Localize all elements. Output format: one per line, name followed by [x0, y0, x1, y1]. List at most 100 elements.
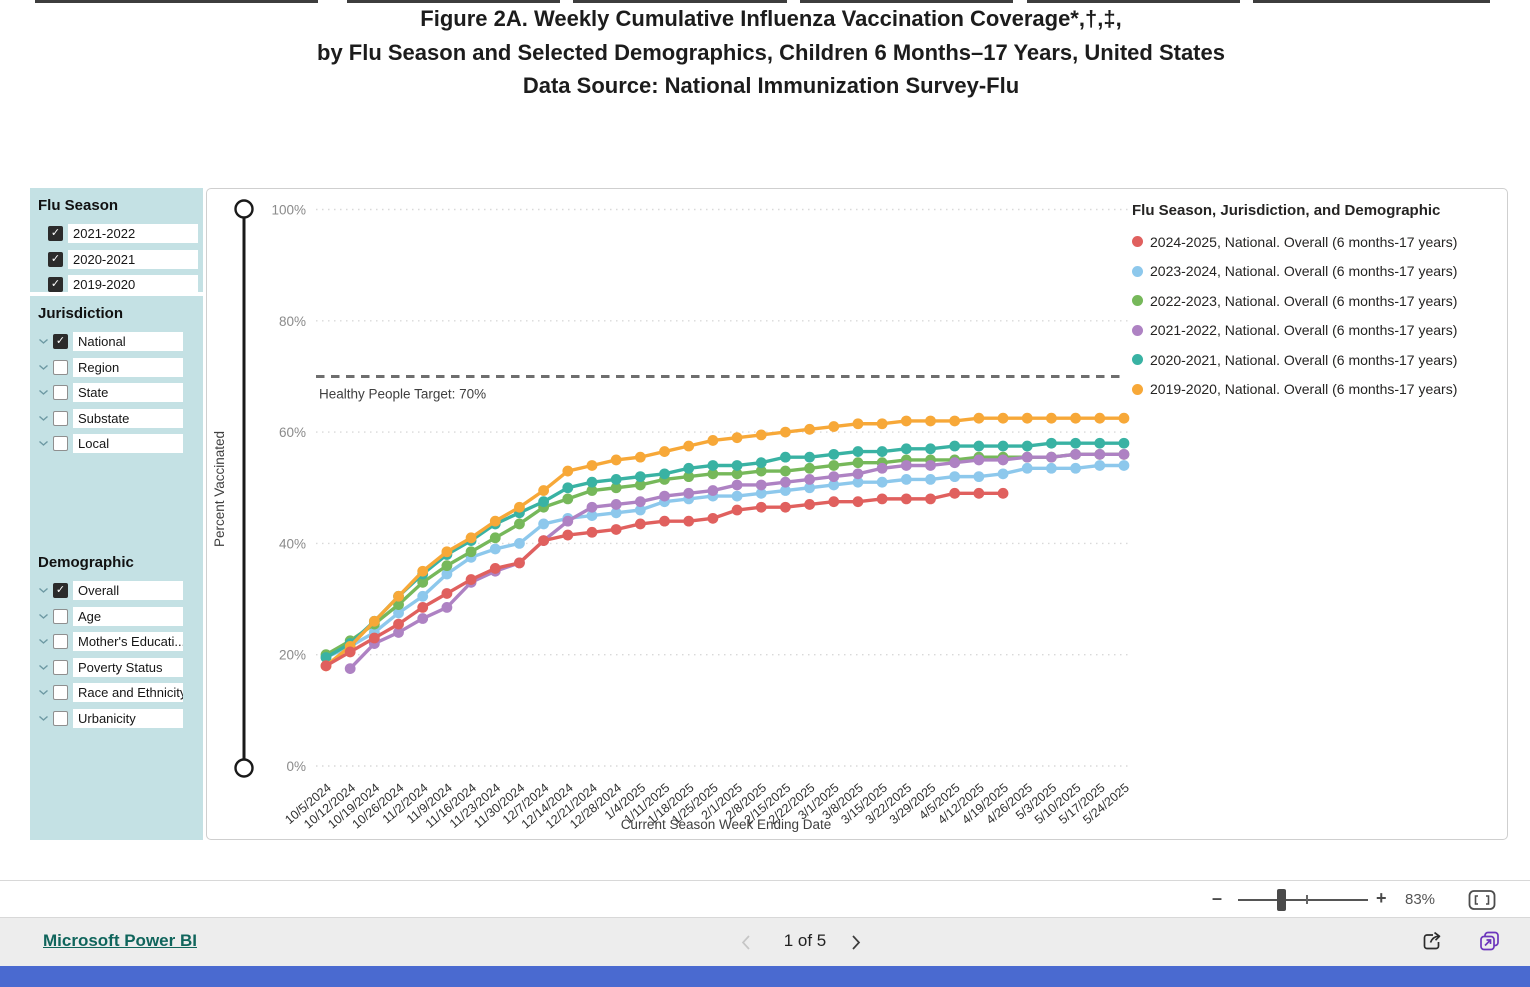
data-point[interactable]	[610, 524, 622, 535]
data-point[interactable]	[828, 421, 840, 432]
legend-item-2022-2023[interactable]: 2022-2023, National. Overall (6 months-1…	[1132, 286, 1507, 316]
chevron-down-icon[interactable]	[38, 389, 49, 396]
data-point[interactable]	[949, 440, 961, 452]
next-page-chevron-icon[interactable]	[850, 934, 862, 951]
data-point[interactable]	[973, 454, 985, 466]
filter-item-2020-2021[interactable]: ✓ 2020-2021	[38, 249, 203, 269]
data-point[interactable]	[755, 457, 767, 469]
data-point[interactable]	[417, 601, 429, 613]
previous-page-chevron-icon[interactable]	[740, 934, 752, 951]
data-point[interactable]	[1070, 448, 1081, 460]
data-point[interactable]	[828, 448, 840, 460]
series-2019-2020[interactable]	[320, 412, 1130, 672]
series-2022-2023[interactable]	[320, 448, 1130, 661]
checkbox-overall[interactable]: ✓	[53, 583, 68, 598]
data-point[interactable]	[562, 529, 574, 541]
data-point[interactable]	[707, 460, 719, 471]
data-point[interactable]	[610, 499, 622, 510]
filter-item-age[interactable]: Age	[38, 606, 203, 626]
data-point[interactable]	[634, 518, 646, 530]
data-point[interactable]	[925, 493, 936, 505]
data-point[interactable]	[828, 479, 840, 491]
data-point[interactable]	[804, 462, 815, 474]
data-point[interactable]	[876, 418, 888, 430]
data-point[interactable]	[586, 510, 598, 521]
data-point[interactable]	[1070, 437, 1081, 449]
filter-item-2019-2020[interactable]: ✓ 2019-2020	[38, 275, 203, 294]
data-point[interactable]	[417, 613, 429, 624]
data-point[interactable]	[610, 507, 622, 519]
data-point[interactable]	[1118, 412, 1130, 424]
filter-item-overall[interactable]: ✓ Overall	[38, 581, 203, 600]
data-point[interactable]	[538, 535, 550, 547]
data-point[interactable]	[634, 504, 646, 516]
data-point[interactable]	[828, 460, 840, 471]
data-point[interactable]	[393, 607, 404, 619]
data-point[interactable]	[683, 487, 695, 499]
data-point[interactable]	[1021, 412, 1033, 424]
data-point[interactable]	[755, 465, 767, 477]
data-point[interactable]	[852, 468, 864, 480]
data-point[interactable]	[731, 460, 743, 471]
data-point[interactable]	[514, 501, 525, 513]
data-point[interactable]	[876, 462, 888, 474]
chevron-down-icon[interactable]	[38, 715, 49, 722]
data-point[interactable]	[997, 454, 1009, 466]
checkbox-national[interactable]: ✓	[53, 334, 68, 349]
data-point[interactable]	[852, 496, 864, 508]
share-icon[interactable]	[1419, 929, 1445, 955]
data-point[interactable]	[997, 487, 1009, 499]
microsoft-power-bi-link[interactable]: Microsoft Power BI	[43, 931, 197, 950]
data-point[interactable]	[320, 652, 332, 663]
data-point[interactable]	[707, 435, 719, 446]
data-point[interactable]	[683, 515, 695, 527]
slider-handle-bottom[interactable]	[234, 758, 254, 778]
data-point[interactable]	[804, 474, 815, 485]
data-point[interactable]	[852, 476, 864, 488]
data-point[interactable]	[465, 532, 477, 544]
data-point[interactable]	[1094, 437, 1106, 449]
data-point[interactable]	[731, 504, 743, 516]
data-point[interactable]	[876, 476, 888, 488]
legend-item-2021-2022[interactable]: 2021-2022, National. Overall (6 months-1…	[1132, 316, 1507, 346]
data-point[interactable]	[780, 501, 791, 513]
data-point[interactable]	[1021, 462, 1033, 474]
data-point[interactable]	[586, 485, 598, 496]
data-point[interactable]	[1070, 412, 1081, 424]
filter-item-mother-s-educati[interactable]: Mother's Educati...	[38, 632, 203, 651]
data-point[interactable]	[852, 446, 864, 457]
data-point[interactable]	[731, 479, 743, 491]
checkbox-age[interactable]	[53, 608, 68, 624]
data-point[interactable]	[973, 412, 985, 424]
data-point[interactable]	[731, 468, 743, 480]
slider-handle-top[interactable]	[234, 199, 254, 219]
data-point[interactable]	[949, 457, 961, 469]
data-point[interactable]	[900, 443, 912, 455]
data-point[interactable]	[368, 632, 380, 644]
filter-item-substate[interactable]: Substate	[38, 408, 203, 428]
data-point[interactable]	[1021, 440, 1033, 452]
data-point[interactable]	[780, 465, 791, 477]
data-point[interactable]	[804, 423, 815, 435]
data-point[interactable]	[997, 412, 1009, 424]
data-point[interactable]	[755, 479, 767, 491]
data-point[interactable]	[417, 565, 429, 577]
checkbox-2021-2022[interactable]: ✓	[48, 226, 63, 241]
checkbox-local[interactable]	[53, 436, 68, 451]
legend-item-2023-2024[interactable]: 2023-2024, National. Overall (6 months-1…	[1132, 257, 1507, 287]
chevron-down-icon[interactable]	[38, 440, 49, 447]
data-point[interactable]	[393, 599, 404, 611]
data-point[interactable]	[393, 590, 404, 602]
data-point[interactable]	[804, 482, 815, 494]
data-point[interactable]	[1070, 462, 1081, 474]
data-point[interactable]	[731, 432, 743, 444]
data-point[interactable]	[997, 468, 1009, 480]
data-point[interactable]	[925, 474, 936, 485]
data-point[interactable]	[683, 471, 695, 483]
filter-item-region[interactable]: Region	[38, 357, 203, 377]
checkbox-mother-s-educati[interactable]	[53, 634, 68, 649]
data-point[interactable]	[755, 487, 767, 499]
data-point[interactable]	[900, 460, 912, 471]
data-point[interactable]	[393, 627, 404, 638]
checkbox-state[interactable]	[53, 385, 68, 400]
